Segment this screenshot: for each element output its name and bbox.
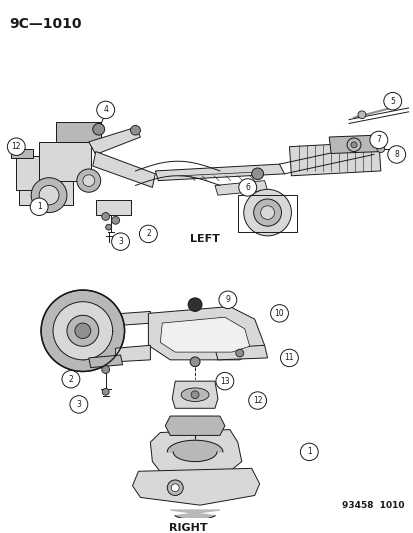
Circle shape <box>77 169 100 192</box>
Text: 3: 3 <box>76 400 81 409</box>
Polygon shape <box>16 156 39 190</box>
Circle shape <box>300 443 318 461</box>
Circle shape <box>31 177 67 213</box>
Polygon shape <box>132 469 259 505</box>
Text: 13: 13 <box>220 377 229 386</box>
Polygon shape <box>165 416 224 435</box>
Polygon shape <box>214 345 267 360</box>
Circle shape <box>139 225 157 243</box>
Circle shape <box>387 146 405 163</box>
Circle shape <box>238 179 256 196</box>
Polygon shape <box>172 381 217 408</box>
Text: 8: 8 <box>394 150 398 159</box>
Circle shape <box>62 370 80 388</box>
Polygon shape <box>93 151 155 188</box>
Polygon shape <box>88 355 122 368</box>
Polygon shape <box>167 440 222 452</box>
Polygon shape <box>148 306 264 360</box>
Circle shape <box>369 131 387 149</box>
Circle shape <box>235 349 243 357</box>
Circle shape <box>83 175 95 187</box>
Circle shape <box>191 391 199 399</box>
Ellipse shape <box>181 388 209 401</box>
Circle shape <box>346 138 360 151</box>
Polygon shape <box>88 127 140 155</box>
Circle shape <box>383 92 401 110</box>
Circle shape <box>112 233 129 251</box>
Text: 93458  1010: 93458 1010 <box>341 501 404 510</box>
Text: RIGHT: RIGHT <box>169 522 207 532</box>
Circle shape <box>190 357 199 367</box>
Circle shape <box>130 125 140 135</box>
Circle shape <box>171 484 179 491</box>
Circle shape <box>53 302 112 360</box>
Text: 11: 11 <box>284 353 294 362</box>
Circle shape <box>102 389 109 395</box>
Circle shape <box>67 316 98 346</box>
Text: 10: 10 <box>274 309 284 318</box>
Text: 7: 7 <box>375 135 380 144</box>
Circle shape <box>167 480 183 496</box>
Circle shape <box>102 366 109 374</box>
Polygon shape <box>39 142 90 181</box>
Polygon shape <box>95 200 130 214</box>
Text: 12: 12 <box>12 142 21 151</box>
Circle shape <box>218 291 236 309</box>
Text: 12: 12 <box>252 396 262 405</box>
Circle shape <box>93 124 104 135</box>
Text: 4: 4 <box>103 106 108 115</box>
Circle shape <box>357 111 365 119</box>
Circle shape <box>280 349 298 367</box>
Circle shape <box>70 395 88 413</box>
Text: LEFT: LEFT <box>190 234 219 244</box>
Circle shape <box>105 224 112 230</box>
Circle shape <box>270 305 288 322</box>
Polygon shape <box>83 311 152 328</box>
Text: 3: 3 <box>118 237 123 246</box>
Text: 9C—1010: 9C—1010 <box>9 17 82 31</box>
Text: 2: 2 <box>146 229 150 238</box>
Circle shape <box>75 323 90 338</box>
Circle shape <box>253 199 281 226</box>
Polygon shape <box>170 510 219 520</box>
Circle shape <box>112 216 119 224</box>
Circle shape <box>376 145 384 152</box>
Polygon shape <box>155 164 284 181</box>
Circle shape <box>251 168 263 180</box>
Text: 1: 1 <box>306 447 311 456</box>
Text: 2: 2 <box>69 375 73 384</box>
Polygon shape <box>328 135 380 154</box>
Text: 9: 9 <box>225 295 230 304</box>
Polygon shape <box>150 430 241 474</box>
Circle shape <box>188 298 202 311</box>
Polygon shape <box>289 142 380 176</box>
Polygon shape <box>115 345 150 362</box>
Circle shape <box>350 142 356 148</box>
Circle shape <box>260 206 274 220</box>
Polygon shape <box>214 181 267 195</box>
Circle shape <box>216 373 233 390</box>
Polygon shape <box>19 181 73 205</box>
Circle shape <box>41 290 124 372</box>
Text: 6: 6 <box>244 183 249 192</box>
Text: 1: 1 <box>37 203 41 211</box>
Polygon shape <box>56 123 100 142</box>
Circle shape <box>102 213 109 220</box>
Circle shape <box>248 392 266 409</box>
Polygon shape <box>173 452 216 462</box>
Polygon shape <box>160 317 249 352</box>
Circle shape <box>30 198 48 215</box>
Circle shape <box>39 185 59 205</box>
Circle shape <box>97 101 114 119</box>
Polygon shape <box>11 149 33 158</box>
Text: 5: 5 <box>389 96 394 106</box>
Circle shape <box>243 189 291 236</box>
Circle shape <box>7 138 25 156</box>
